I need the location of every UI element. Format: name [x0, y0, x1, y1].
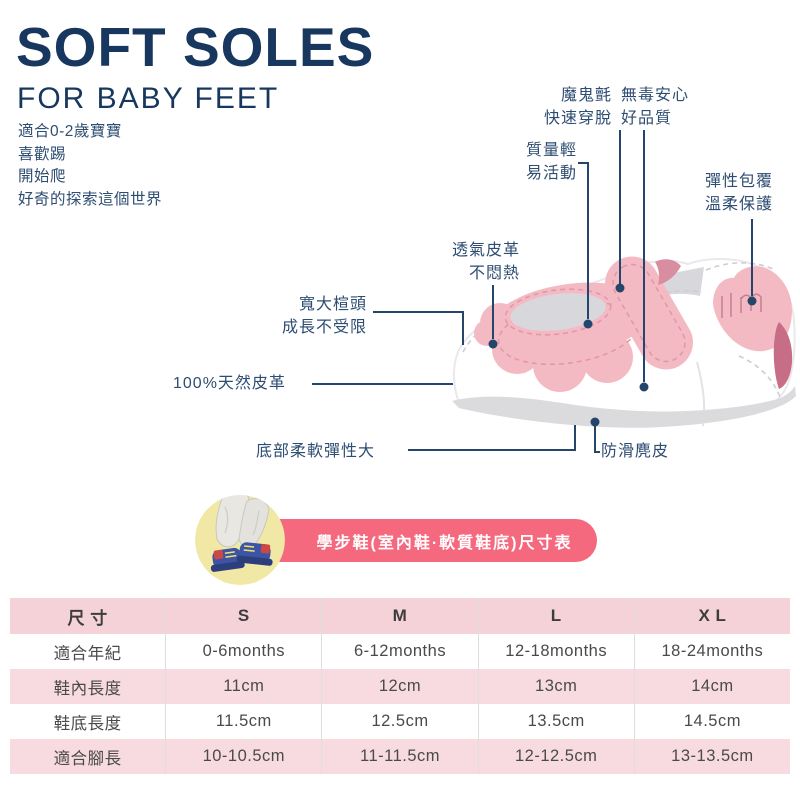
callout-line-antislip	[594, 426, 600, 453]
table-header-cell: 尺 寸	[10, 598, 167, 634]
callout-label-natural-leather: 100%天然皮革	[173, 375, 286, 392]
table-cell: 13cm	[478, 669, 635, 704]
baby-shoe	[210, 547, 245, 572]
velcro-strap	[605, 256, 693, 370]
table-cell: 14.5cm	[634, 704, 791, 739]
flap-inner-panel	[510, 293, 606, 331]
callout-label-velcro: 魔鬼氈 快速穿脫	[543, 87, 612, 127]
callout-dot-lightweight	[583, 319, 593, 329]
shoe-sole	[452, 386, 796, 428]
size-chart-banner: 學步鞋(室內鞋·軟質鞋底)尺寸表	[258, 519, 597, 562]
table-cell: 13.5cm	[478, 704, 635, 739]
page-title: SOFT SOLES	[16, 16, 375, 78]
size-table-header-row: 尺 寸 S M L X L	[10, 598, 791, 634]
table-cell: 12-18months	[478, 634, 635, 669]
size-chart-banner-label: 學步鞋(室內鞋·軟質鞋底)尺寸表	[316, 534, 573, 552]
table-row: 適合年紀 0-6months 6-12months 12-18months 18…	[10, 634, 791, 669]
table-row-label: 鞋內長度	[10, 669, 167, 704]
callout-label-antislip: 防滑麂皮	[601, 443, 670, 460]
callout-lines	[312, 130, 753, 453]
description-line: 適合0-2歲寶寶	[18, 123, 122, 140]
callout-dot-elastic	[747, 296, 757, 306]
baby-shoe	[236, 542, 273, 566]
table-header-cell: L	[478, 598, 635, 634]
product-description: 適合0-2歲寶寶 喜歡踢 開始爬 好奇的探索這個世界	[18, 121, 162, 211]
table-cell: 12-12.5cm	[478, 739, 635, 774]
description-line: 好奇的探索這個世界	[18, 190, 163, 208]
table-row-label: 適合腳長	[10, 739, 167, 774]
callout-line-wide-toe	[373, 311, 464, 345]
callout-label-wide-toe: 寬大楦頭 成長不受限	[281, 296, 367, 336]
callout-label-soft-bottom: 底部柔軟彈性大	[256, 443, 376, 460]
description-line: 喜歡踢	[18, 145, 67, 163]
callout-dot-antislip	[590, 417, 600, 427]
callout-label-breathable: 透氣皮革 不悶熱	[451, 242, 520, 282]
callout-label-elastic: 彈性包覆 溫柔保護	[705, 173, 774, 213]
table-row: 鞋底長度 11.5cm 12.5cm 13.5cm 14.5cm	[10, 704, 791, 739]
callout-dots	[488, 283, 757, 427]
table-cell: 18-24months	[634, 634, 791, 669]
callout-dot-nontoxic	[639, 382, 649, 392]
table-cell: 12cm	[322, 669, 479, 704]
callout-dot-breathable	[488, 339, 498, 349]
callout-label-nontoxic: 無毒安心 好品質	[621, 87, 690, 127]
heel-piece-stitches	[721, 293, 762, 318]
table-header-cell: X L	[634, 598, 791, 634]
table-header-cell: S	[166, 598, 323, 634]
table-row-label: 鞋底長度	[10, 704, 167, 739]
table-cell: 11.5cm	[166, 704, 323, 739]
callout-label-lightweight: 質量輕 易活動	[525, 142, 577, 182]
callout-dot-velcro	[615, 283, 625, 293]
size-table: 尺 寸 S M L X L 適合年紀 0-6months 6-12months …	[10, 598, 791, 774]
table-cell: 11-11.5cm	[322, 739, 479, 774]
table-row: 鞋內長度 11cm 12cm 13cm 14cm	[10, 669, 791, 704]
flap-inner-stitch	[504, 288, 612, 336]
heel-piece	[713, 266, 792, 352]
collar-stitch	[639, 289, 703, 301]
table-cell: 13-13.5cm	[634, 739, 791, 774]
topline-stitch	[705, 262, 776, 271]
baby-photo	[195, 495, 285, 585]
page-subtitle: FOR BABY FEET	[17, 82, 280, 115]
table-cell: 11cm	[166, 669, 323, 704]
table-cell: 0-6months	[166, 634, 323, 669]
table-row: 適合腳長 10-10.5cm 11-11.5cm 12-12.5cm 13-13…	[10, 739, 791, 774]
heel-pull-tab	[773, 322, 793, 389]
table-cell: 12.5cm	[322, 704, 479, 739]
table-row-label: 適合年紀	[10, 634, 167, 669]
table-cell: 10-10.5cm	[166, 739, 323, 774]
table-header-cell: M	[322, 598, 479, 634]
strap-shadow	[655, 259, 681, 285]
callout-line-lightweight	[578, 162, 589, 319]
callout-line-soft-bottom	[408, 425, 576, 451]
description-line: 開始爬	[18, 168, 67, 185]
table-cell: 6-12months	[322, 634, 479, 669]
table-cell: 14cm	[634, 669, 791, 704]
